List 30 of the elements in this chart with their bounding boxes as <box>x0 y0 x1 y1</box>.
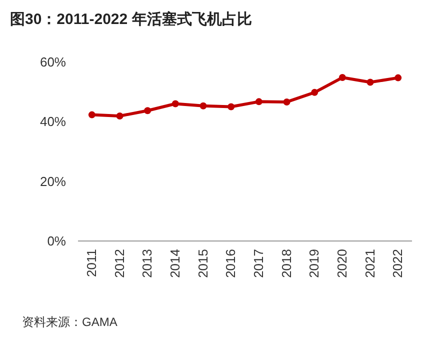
point <box>116 112 124 120</box>
point <box>255 98 262 106</box>
point <box>283 98 290 106</box>
point <box>338 74 346 82</box>
y-tick-label: 40% <box>40 114 66 130</box>
point <box>366 78 374 86</box>
point <box>394 74 402 82</box>
point <box>88 111 96 118</box>
x-tick-label: 2022 <box>390 249 406 278</box>
point <box>228 103 235 110</box>
x-tick-label: 2020 <box>334 249 350 278</box>
x-tick-label: 2019 <box>306 249 322 278</box>
x-tick-label: 2012 <box>112 249 127 278</box>
x-tick-label: 2018 <box>278 249 294 278</box>
point <box>200 102 207 110</box>
point <box>144 107 152 114</box>
x-tick-label: 2014 <box>167 249 182 278</box>
x-tick-label: 2021 <box>362 249 378 278</box>
x-tick-label: 2016 <box>223 249 238 278</box>
y-tick-label: 0% <box>47 234 66 249</box>
y-tick-label: 20% <box>40 174 66 189</box>
x-tick-label: 2011 <box>84 249 99 277</box>
x-tick-label: 2013 <box>140 249 155 278</box>
chart-title: 图30：2011-2022 年活塞式飞机占比 <box>10 10 252 28</box>
y-tick-label: 60% <box>40 54 66 70</box>
text: 资料来源：GAMA <box>22 315 118 329</box>
point <box>311 88 318 96</box>
x-tick-label: 2015 <box>195 249 210 278</box>
x-tick-label: 2017 <box>250 249 266 278</box>
point <box>172 100 179 108</box>
